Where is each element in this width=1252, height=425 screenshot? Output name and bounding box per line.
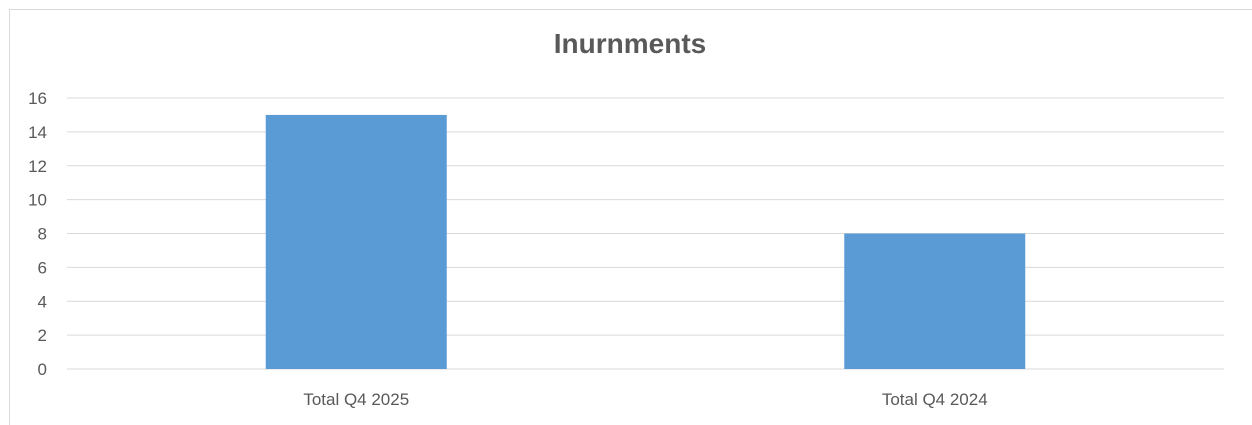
gridlines: [67, 97, 1224, 370]
bars: [265, 114, 1026, 369]
x-category-label: Total Q4 2024: [882, 390, 988, 409]
y-tick-label: 4: [38, 292, 47, 311]
y-tick-label: 8: [38, 225, 47, 244]
chart-title: Inurnments: [553, 28, 707, 59]
x-category-label: Total Q4 2025: [303, 390, 409, 409]
x-axis-category-labels: Total Q4 2025 Total Q4 2024: [303, 390, 987, 409]
y-tick-label: 0: [38, 360, 47, 379]
y-tick-label: 14: [28, 123, 47, 142]
y-tick-label: 16: [28, 89, 47, 108]
y-axis-tick-labels: 0 2 4 6 8 10 12 14 16: [28, 89, 47, 379]
y-tick-label: 6: [38, 258, 47, 277]
chart-frame: [9, 9, 1252, 425]
bar-0: [265, 114, 447, 369]
y-tick-label: 10: [28, 191, 47, 210]
y-tick-label: 2: [38, 326, 47, 345]
y-tick-label: 12: [28, 157, 47, 176]
bar-1: [844, 233, 1026, 369]
